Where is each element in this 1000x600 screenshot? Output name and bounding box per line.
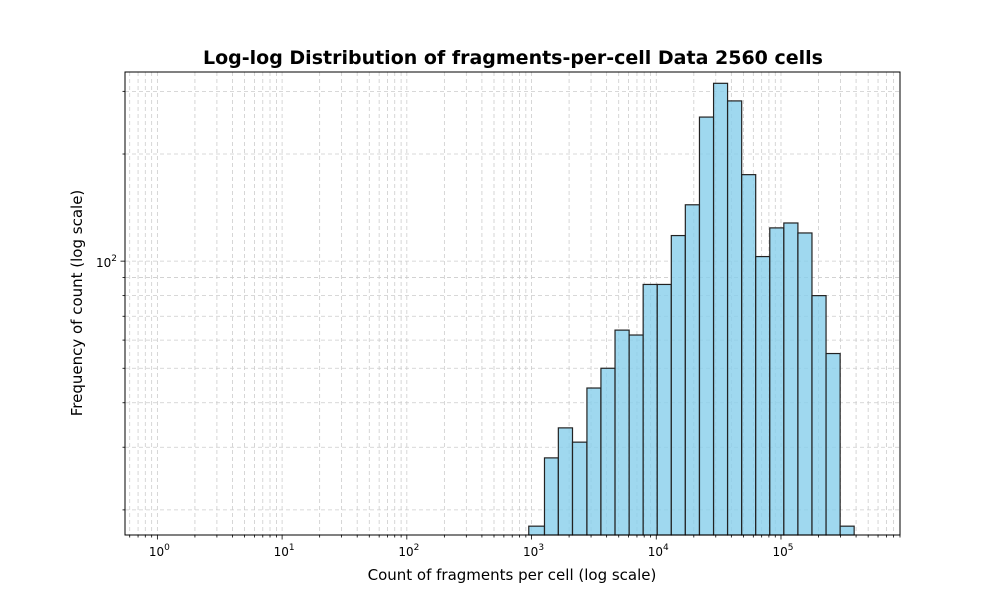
histogram-bar: [797, 232, 813, 536]
histogram-bar: [571, 441, 588, 536]
histogram-bar: [839, 525, 855, 536]
histogram-bar: [557, 427, 574, 536]
axis-ticks: 100 101 102 103 104 105 102: [96, 90, 901, 559]
histogram-bar: [825, 352, 841, 536]
x-tick-label: 100: [149, 543, 170, 559]
histogram-bar: [769, 227, 785, 536]
x-axis-label: Count of fragments per cell (log scale): [368, 566, 657, 584]
histogram-bar: [726, 100, 743, 536]
histogram-bar: [741, 174, 757, 536]
histogram-bar: [698, 116, 715, 536]
x-tick-label: 102: [398, 543, 419, 559]
histogram-bar: [811, 295, 827, 536]
x-tick-label: 104: [648, 543, 669, 559]
x-tick-label: 101: [274, 543, 295, 559]
histogram-bar: [614, 329, 630, 536]
histogram-bar: [528, 525, 546, 536]
histogram-bar: [684, 204, 701, 536]
y-axis-label: Frequency of count (log scale): [68, 190, 86, 417]
x-tick-label: 105: [772, 543, 793, 559]
histogram-bar: [600, 367, 616, 536]
histogram-bar: [712, 82, 729, 536]
histogram-bar: [642, 283, 658, 536]
x-tick-label: 103: [523, 543, 544, 559]
histogram-bar: [586, 387, 602, 536]
histogram-bar: [628, 334, 644, 536]
histogram-bars: [528, 82, 855, 536]
chart-title: Log-log Distribution of fragments-per-ce…: [203, 47, 823, 69]
histogram-bar: [755, 255, 771, 536]
histogram-bar: [543, 457, 559, 536]
y-tick-label: 102: [96, 254, 117, 270]
histogram-bar: [656, 283, 672, 536]
histogram-bar: [670, 234, 686, 536]
histogram-bar: [783, 222, 799, 536]
